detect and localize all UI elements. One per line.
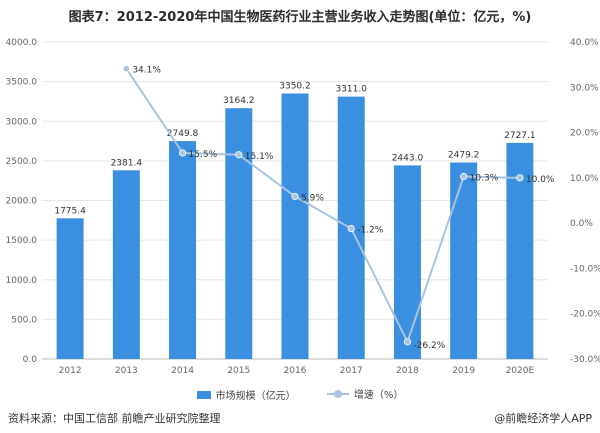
growth-point xyxy=(235,151,243,159)
growth-value-label: -26.2% xyxy=(413,341,445,351)
y-right-tick-label: 40.0% xyxy=(570,38,599,48)
x-tick-label: 2014 xyxy=(171,366,194,376)
y-right-tick-label: 10.0% xyxy=(570,174,599,184)
bar-value-label: 3311.0 xyxy=(335,85,367,95)
legend-item-line: 增速（%） xyxy=(326,386,404,401)
chart-title: 图表7：2012-2020年中国生物医药行业主营业务收入走势图(单位：亿元，%) xyxy=(68,10,532,25)
bar xyxy=(450,162,478,359)
y-right-tick-label: -20.0% xyxy=(570,310,600,320)
bar-value-label: 3164.2 xyxy=(223,96,255,106)
x-tick-label: 2013 xyxy=(115,366,138,376)
bar xyxy=(281,93,309,360)
brand-note: @前瞻经济学人APP xyxy=(494,412,592,425)
y-right-tick-label: 0.0% xyxy=(570,219,593,229)
bar-value-label: 2381.4 xyxy=(111,158,143,168)
y-left-tick-label: 3000.0 xyxy=(6,117,38,127)
bar-value-label: 2479.2 xyxy=(448,151,480,161)
y-right-tick-label: 30.0% xyxy=(570,83,599,93)
x-tick-label: 2016 xyxy=(284,366,307,376)
y-left-tick-label: 2500.0 xyxy=(6,157,38,167)
x-tick-label: 2012 xyxy=(59,366,82,376)
x-tick-label: 2017 xyxy=(340,366,363,376)
y-right-tick-label: -10.0% xyxy=(570,264,600,274)
legend-swatch-line xyxy=(326,389,349,399)
bar-value-label: 1775.4 xyxy=(54,206,86,216)
growth-point xyxy=(122,65,130,73)
x-tick-label: 2020E xyxy=(506,366,535,376)
growth-point xyxy=(516,174,524,182)
growth-value-label: 34.1% xyxy=(132,66,161,76)
bar xyxy=(56,218,84,359)
bar-value-label: 2443.0 xyxy=(392,153,424,163)
growth-point xyxy=(291,192,299,201)
legend-item-bar: 市场规模（亿元） xyxy=(196,387,296,402)
y-left-tick-label: 1500.0 xyxy=(6,236,38,246)
y-left-tick-label: 1000.0 xyxy=(6,276,38,286)
bar xyxy=(112,170,140,359)
y-left-tick-label: 2000.0 xyxy=(6,197,38,207)
legend-label-bar: 市场规模（亿元） xyxy=(215,391,296,402)
growth-point xyxy=(403,338,412,346)
growth-point xyxy=(178,149,187,157)
x-tick-label: 2018 xyxy=(396,366,419,376)
y-left-tick-label: 4000.0 xyxy=(6,38,38,48)
y-right-tick-label: 20.0% xyxy=(570,129,599,139)
chart-legend: 市场规模（亿元） 增速（%） xyxy=(0,386,600,402)
growth-point xyxy=(460,172,468,181)
x-tick-label: 2019 xyxy=(452,366,475,376)
growth-value-label: 15.1% xyxy=(245,152,274,162)
bar xyxy=(393,165,421,359)
growth-line xyxy=(125,68,520,345)
source-note: 资料来源：中国工信部 前瞻产业研究院整理 xyxy=(8,412,221,425)
y-left-tick-label: 3500.0 xyxy=(6,78,38,88)
x-tick-label: 2015 xyxy=(227,366,250,376)
growth-value-label: 10.0% xyxy=(526,175,555,185)
bar-value-label: 2749.8 xyxy=(167,129,199,139)
growth-value-label: 5.9% xyxy=(301,193,324,203)
legend-label-line: 增速（%） xyxy=(353,390,404,401)
bar xyxy=(225,108,253,359)
bar xyxy=(169,141,197,359)
y-left-tick-label: 0.0 xyxy=(23,355,38,365)
growth-point xyxy=(347,224,355,233)
bar-value-label: 2727.1 xyxy=(504,131,536,141)
growth-value-label: 15.5% xyxy=(189,150,218,160)
growth-value-label: 10.3% xyxy=(470,173,499,183)
bar-value-label: 3350.2 xyxy=(279,81,311,91)
growth-value-label: -1.2% xyxy=(357,226,384,236)
y-right-tick-label: -30.0% xyxy=(570,355,600,365)
legend-swatch-bar xyxy=(196,390,211,399)
y-left-tick-label: 500.0 xyxy=(11,315,37,325)
